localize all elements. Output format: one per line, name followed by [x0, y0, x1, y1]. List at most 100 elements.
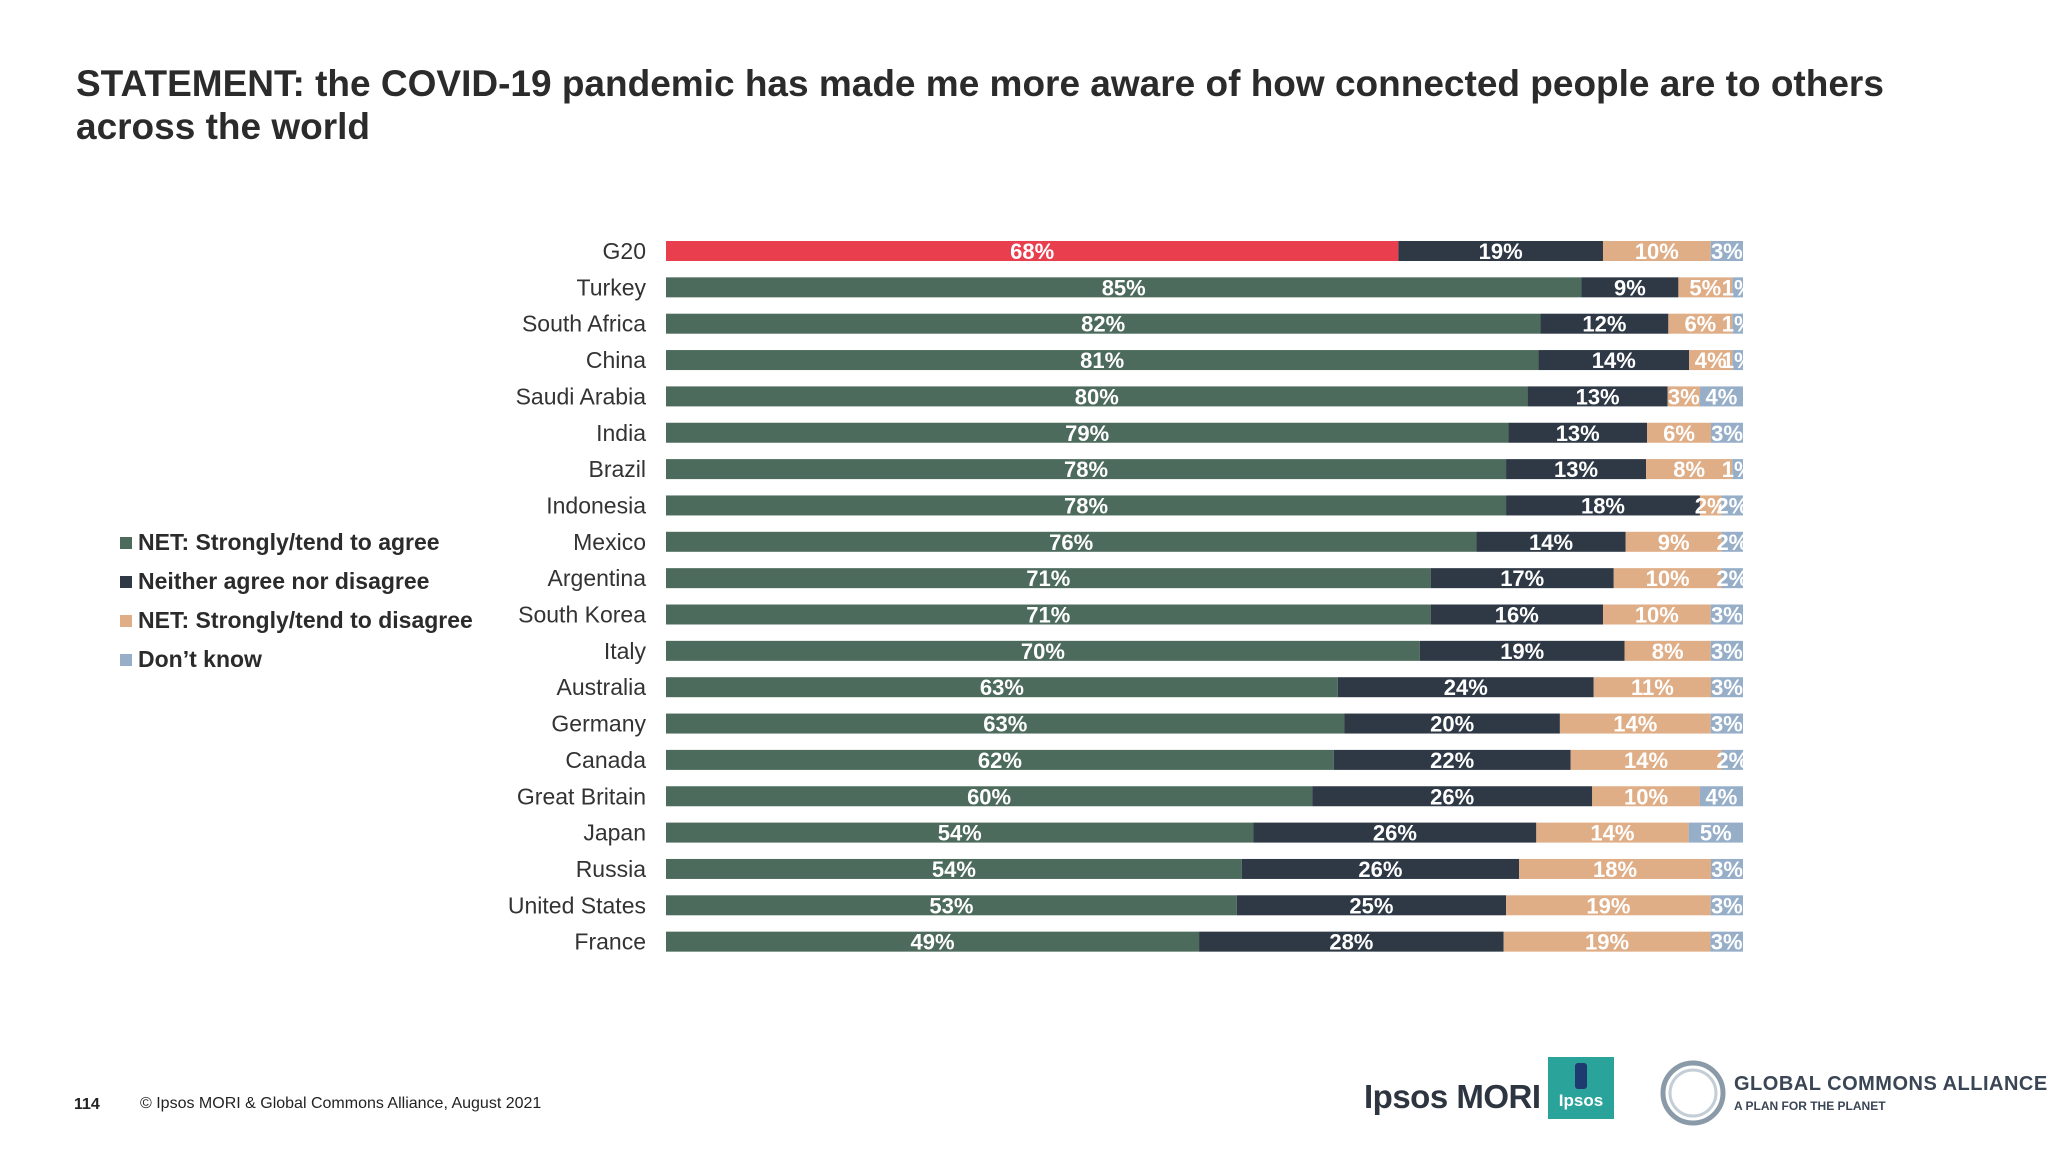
bar-segment-france-net-strongly-tend-to-agree [666, 931, 1200, 952]
bar-segment-canada-net-strongly-tend-to-agree [666, 749, 1334, 770]
data-label-australia-neither-agree-nor-disagree: 24% [1444, 675, 1488, 700]
bar-segment-japan-neither-agree-nor-disagree [1253, 822, 1537, 843]
bar-segment-france-neither-agree-nor-disagree [1199, 931, 1504, 952]
bar-segment-japan-net-strongly-tend-to-agree [666, 822, 1254, 843]
data-label-japan-neither-agree-nor-disagree: 26% [1373, 821, 1417, 846]
data-label-canada-net-strongly-tend-to-disagree: 14% [1624, 748, 1668, 773]
category-label-brazil: Brazil [588, 456, 646, 482]
ipsos-logo-text: Ipsos [1558, 1091, 1604, 1110]
data-label-germany-don-t-know: 3% [1711, 712, 1743, 737]
bar-segment-china-net-strongly-tend-to-agree [666, 350, 1539, 371]
data-label-turkey-neither-agree-nor-disagree: 9% [1614, 275, 1646, 300]
bar-segment-italy-don-t-know [1710, 640, 1743, 661]
bar-segment-g20-don-t-know [1710, 241, 1743, 261]
bar-segment-china-neither-agree-nor-disagree [1538, 350, 1690, 371]
gca-logo-name: GLOBAL COMMONS ALLIANCE [1734, 1073, 2048, 1095]
bar-segment-turkey-neither-agree-nor-disagree [1581, 277, 1679, 298]
bar-segment-argentina-net-strongly-tend-to-disagree [1613, 568, 1722, 589]
data-label-italy-net-strongly-tend-to-disagree: 8% [1652, 639, 1684, 664]
bar-segment-germany-net-strongly-tend-to-agree [666, 713, 1345, 734]
data-label-indonesia-net-strongly-tend-to-agree: 78% [1064, 493, 1108, 518]
bar-segment-south-korea-net-strongly-tend-to-disagree [1602, 604, 1711, 625]
data-label-indonesia-neither-agree-nor-disagree: 18% [1581, 493, 1625, 518]
data-label-france-don-t-know: 3% [1711, 930, 1743, 955]
copyright-notice: © Ipsos MORI & Global Commons Alliance, … [140, 1095, 542, 1112]
global-commons-ring-icon [1660, 1060, 1726, 1126]
bar-segment-canada-net-strongly-tend-to-disagree [1570, 749, 1722, 770]
data-label-china-net-strongly-tend-to-agree: 81% [1080, 348, 1124, 373]
bar-segment-canada-neither-agree-nor-disagree [1333, 749, 1571, 770]
data-label-india-don-t-know: 3% [1711, 421, 1743, 446]
bar-segment-south-africa-neither-agree-nor-disagree [1540, 313, 1669, 334]
bar-segment-united-states-don-t-know [1710, 895, 1743, 916]
bar-segment-china-net-strongly-tend-to-disagree [1689, 350, 1733, 371]
bar-segment-mexico-don-t-know [1721, 531, 1743, 552]
bar-segment-australia-don-t-know [1711, 677, 1743, 698]
data-label-germany-net-strongly-tend-to-agree: 63% [983, 712, 1027, 737]
data-label-turkey-don-t-know: 1% [1722, 275, 1754, 300]
data-label-russia-neither-agree-nor-disagree: 26% [1358, 857, 1402, 882]
data-label-argentina-neither-agree-nor-disagree: 17% [1500, 566, 1544, 591]
bar-segment-italy-net-strongly-tend-to-agree [666, 640, 1420, 661]
data-label-g20-neither-agree-nor-disagree: 19% [1479, 239, 1523, 264]
data-label-south-africa-net-strongly-tend-to-agree: 82% [1081, 312, 1125, 337]
data-label-great-britain-don-t-know: 4% [1706, 784, 1738, 809]
data-label-russia-don-t-know: 3% [1711, 857, 1743, 882]
data-label-g20-net-strongly-tend-to-agree: 68% [1010, 239, 1054, 264]
data-label-argentina-net-strongly-tend-to-disagree: 10% [1646, 566, 1690, 591]
bar-segment-saudi-arabia-net-strongly-tend-to-disagree [1667, 386, 1700, 407]
data-label-china-neither-agree-nor-disagree: 14% [1592, 348, 1636, 373]
bar-segment-south-africa-net-strongly-tend-to-agree [666, 313, 1541, 334]
bar-segment-italy-neither-agree-nor-disagree [1419, 640, 1625, 661]
legend-item-disagree: NET: Strongly/tend to disagree [120, 601, 473, 640]
bar-segment-japan-don-t-know [1688, 822, 1743, 843]
data-label-turkey-net-strongly-tend-to-disagree: 5% [1689, 275, 1721, 300]
data-label-france-net-strongly-tend-to-disagree: 19% [1585, 930, 1629, 955]
category-label-south-africa: South Africa [522, 311, 646, 337]
data-label-france-net-strongly-tend-to-agree: 49% [911, 930, 955, 955]
category-label-united-states: United States [508, 892, 646, 918]
data-label-brazil-don-t-know: 1% [1722, 457, 1754, 482]
bar-segment-germany-neither-agree-nor-disagree [1344, 713, 1560, 734]
bar-segment-saudi-arabia-neither-agree-nor-disagree [1527, 386, 1668, 407]
legend-swatch-disagree [120, 614, 132, 627]
data-label-mexico-net-strongly-tend-to-agree: 76% [1049, 530, 1093, 555]
data-label-canada-don-t-know: 2% [1716, 748, 1748, 773]
data-label-indonesia-net-strongly-tend-to-disagree: 2% [1695, 493, 1727, 518]
legend-label-agree: NET: Strongly/tend to agree [138, 529, 440, 555]
bar-segment-argentina-don-t-know [1721, 568, 1743, 589]
ipsos-logo-icon: Ipsos [1548, 1057, 1614, 1119]
legend-label-disagree: NET: Strongly/tend to disagree [138, 607, 473, 633]
category-label-turkey: Turkey [577, 274, 647, 300]
bar-segment-germany-don-t-know [1710, 713, 1743, 734]
data-label-argentina-don-t-know: 2% [1716, 566, 1748, 591]
data-label-brazil-net-strongly-tend-to-agree: 78% [1064, 457, 1108, 482]
bar-segment-france-don-t-know [1710, 931, 1743, 952]
legend-item-agree: NET: Strongly/tend to agree [120, 523, 473, 562]
data-label-japan-net-strongly-tend-to-agree: 54% [938, 821, 982, 846]
page-number: 114 [74, 1096, 100, 1113]
bar-segment-mexico-neither-agree-nor-disagree [1476, 531, 1626, 552]
data-label-brazil-net-strongly-tend-to-disagree: 8% [1673, 457, 1705, 482]
data-label-china-net-strongly-tend-to-disagree: 4% [1695, 348, 1727, 373]
data-label-south-korea-net-strongly-tend-to-agree: 71% [1026, 603, 1070, 628]
bar-segment-india-don-t-know [1711, 422, 1743, 443]
bar-segment-indonesia-neither-agree-nor-disagree [1506, 495, 1700, 516]
bar-segment-russia-don-t-know [1711, 858, 1743, 879]
bar-segment-argentina-net-strongly-tend-to-agree [666, 568, 1431, 589]
bar-segment-indonesia-don-t-know [1721, 495, 1743, 516]
bar-segment-france-net-strongly-tend-to-disagree [1503, 931, 1711, 952]
bar-segment-south-korea-net-strongly-tend-to-agree [666, 604, 1431, 625]
data-label-south-africa-don-t-know: 1% [1722, 312, 1754, 337]
data-label-india-neither-agree-nor-disagree: 13% [1556, 421, 1600, 446]
data-label-great-britain-net-strongly-tend-to-agree: 60% [967, 784, 1011, 809]
category-label-russia: Russia [576, 856, 647, 882]
data-label-turkey-net-strongly-tend-to-agree: 85% [1102, 275, 1146, 300]
bar-segment-brazil-don-t-know [1732, 459, 1743, 480]
data-label-italy-don-t-know: 3% [1711, 639, 1743, 664]
data-label-japan-net-strongly-tend-to-disagree: 14% [1590, 821, 1634, 846]
bar-segment-united-states-neither-agree-nor-disagree [1236, 895, 1507, 916]
data-label-canada-neither-agree-nor-disagree: 22% [1430, 748, 1474, 773]
data-label-japan-don-t-know: 5% [1700, 821, 1732, 846]
bar-segment-india-net-strongly-tend-to-disagree [1647, 422, 1712, 443]
